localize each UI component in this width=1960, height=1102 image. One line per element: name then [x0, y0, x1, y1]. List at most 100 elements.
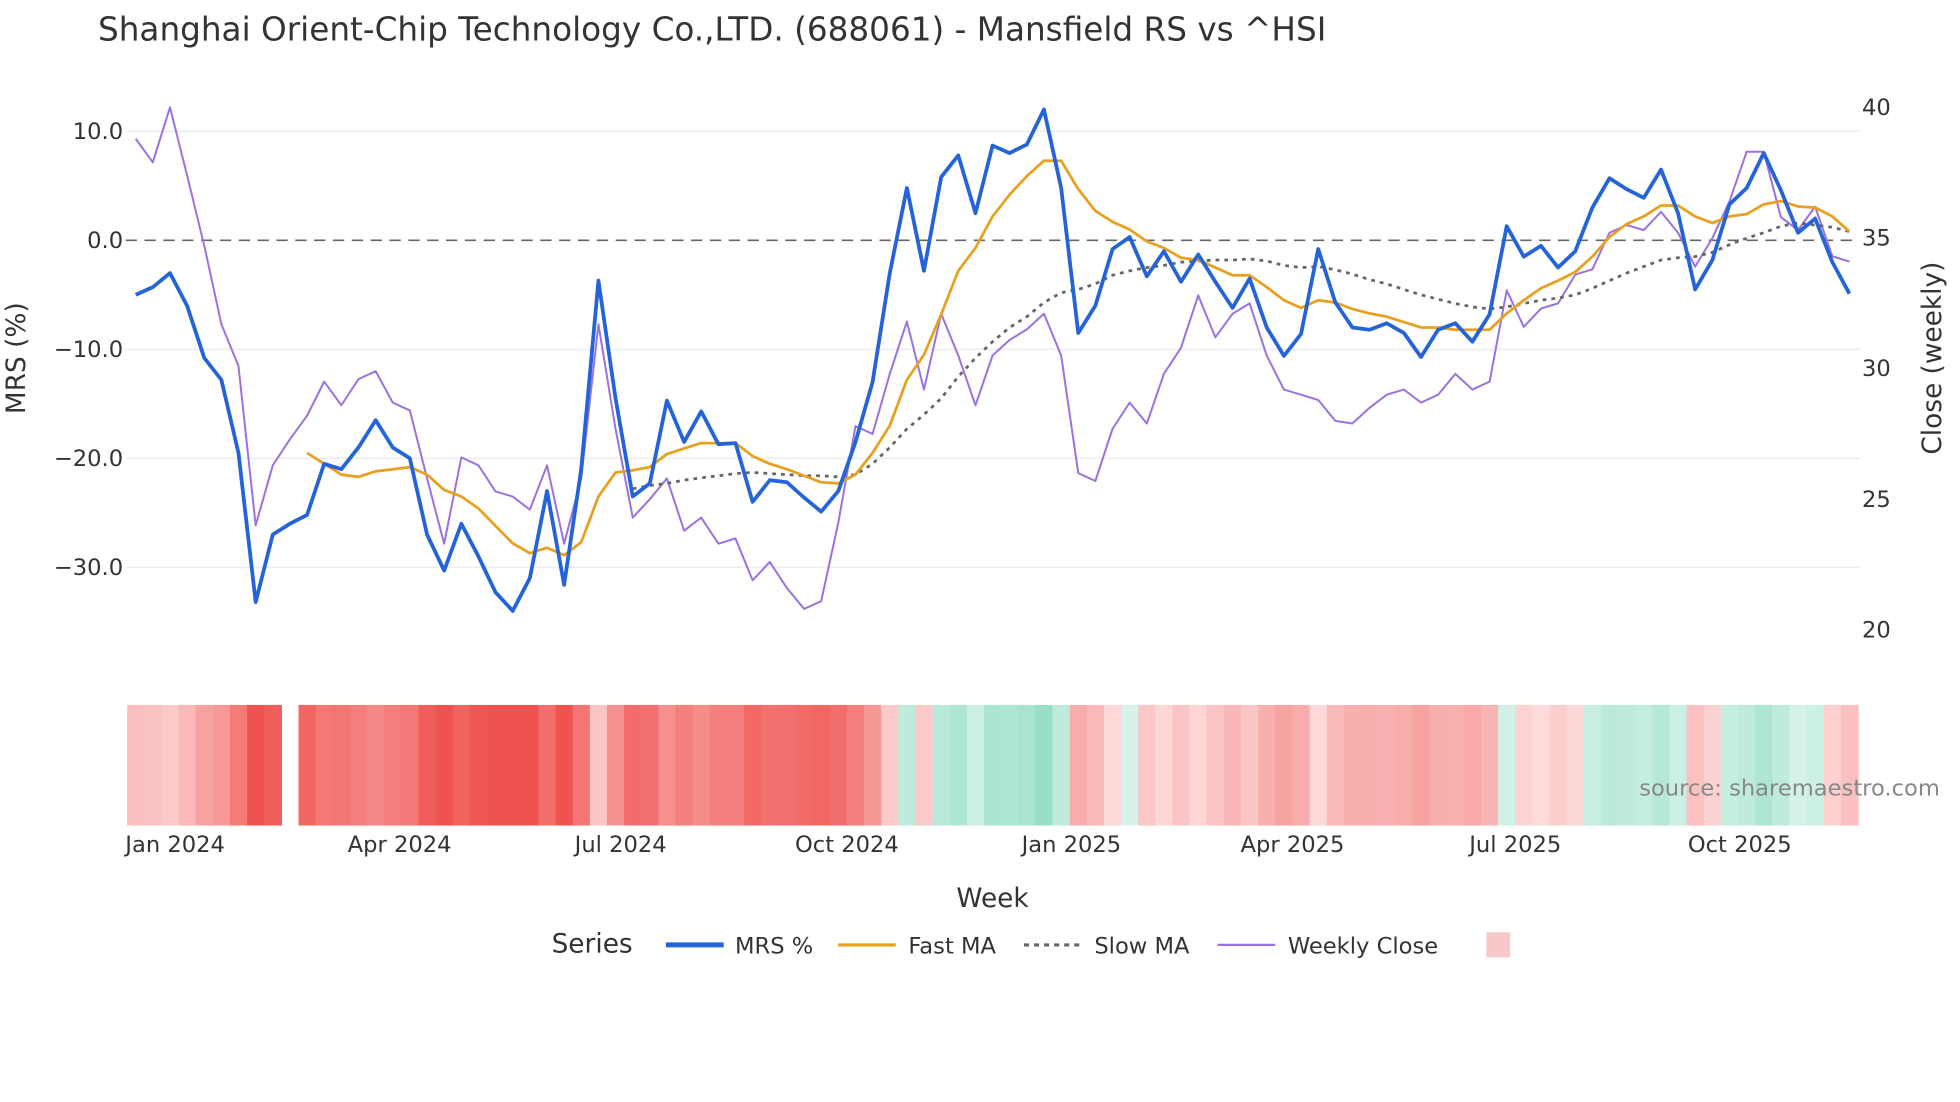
heatmap-cell	[418, 704, 437, 826]
heatmap-cell	[1566, 704, 1585, 826]
heatmap-cell	[589, 704, 608, 826]
legend-title: Series	[552, 929, 633, 959]
heatmap-cell	[1635, 704, 1653, 826]
heatmap-cell	[795, 704, 814, 826]
heatmap-cell	[521, 704, 540, 826]
x-axis-label: Week	[956, 884, 1029, 914]
y2-tick-label: 20	[1862, 617, 1891, 643]
heatmap-cell	[658, 704, 677, 826]
heatmap-cell	[1532, 704, 1551, 826]
heatmap-cell	[469, 704, 488, 826]
heatmap-cell	[624, 704, 642, 826]
heatmap-cell	[1720, 704, 1739, 826]
y2-tick-label: 25	[1862, 487, 1891, 513]
heatmap-cell	[1206, 704, 1225, 826]
heatmap-cell	[229, 704, 248, 826]
x-tick-label: Apr 2024	[348, 832, 452, 858]
heatmap-cell	[144, 704, 163, 826]
y-tick-label: −30.0	[54, 555, 123, 581]
series-lines	[134, 106, 1852, 613]
heatmap-cell	[1652, 704, 1671, 826]
heatmap-cell	[1343, 704, 1362, 826]
x-tick-label: Jul 2024	[573, 832, 667, 858]
heatmap-cell	[1823, 704, 1842, 826]
legend: Series MRS % Fast MA Slow MA Weekly Clos…	[552, 929, 1511, 960]
gridlines	[125, 130, 1860, 568]
heatmap-cell	[332, 704, 351, 826]
x-tick-label: Oct 2025	[1688, 832, 1792, 858]
heatmap-cell	[1669, 704, 1688, 826]
series-line-weekly-close	[134, 106, 1850, 610]
heatmap-cell	[1069, 704, 1088, 826]
legend-item-fast-ma[interactable]: Fast MA	[908, 934, 996, 960]
heatmap-cell	[1121, 704, 1139, 826]
heatmap-cell	[709, 704, 728, 826]
series-line-slow-ma	[632, 221, 1850, 491]
legend-item-slow-ma[interactable]: Slow MA	[1094, 934, 1190, 960]
heatmap-cell	[1789, 704, 1808, 826]
x-tick-label: Jul 2025	[1467, 832, 1561, 858]
y2-tick-label: 40	[1862, 95, 1891, 121]
heatmap-cell	[1498, 704, 1516, 826]
heatmap-cell	[1138, 704, 1156, 826]
heatmap-cell	[572, 704, 591, 826]
y2-tick-label: 35	[1862, 226, 1891, 252]
heatmap-cell	[487, 704, 505, 826]
y2-tick-label: 30	[1862, 356, 1891, 382]
heatmap-cell	[1241, 704, 1259, 826]
legend-swatch-heatmap[interactable]	[1486, 932, 1511, 958]
heatmap-cell	[538, 704, 557, 826]
y-tick-label: −20.0	[54, 446, 123, 472]
heatmap-cell	[1686, 704, 1705, 826]
heatmap-cell	[1738, 704, 1756, 826]
x-tick-label: Jan 2025	[1020, 832, 1122, 858]
heatmap-cell	[898, 704, 917, 826]
heatmap-cell	[1361, 704, 1379, 826]
heatmap-cell	[778, 704, 797, 826]
heatmap-cell	[692, 704, 711, 826]
x-tick-label: Oct 2024	[795, 832, 899, 858]
heatmap-cell	[932, 704, 951, 826]
heatmap-cell	[1378, 704, 1396, 826]
heatmap-cell	[1103, 704, 1122, 826]
heatmap-cell	[1755, 704, 1773, 826]
heatmap-cell	[1480, 704, 1499, 826]
heatmap-cell	[983, 704, 1002, 826]
y-tick-label: −10.0	[54, 337, 123, 363]
heatmap-cell	[1583, 704, 1602, 826]
heatmap-cell	[1412, 704, 1431, 826]
legend-item-mrs[interactable]: MRS %	[735, 934, 813, 960]
heatmap-cell	[846, 704, 865, 826]
legend-item-weekly-close[interactable]: Weekly Close	[1288, 934, 1438, 960]
heatmap-cell	[675, 704, 694, 826]
heatmap-cell	[761, 704, 779, 826]
heatmap-cell	[966, 704, 985, 826]
heatmap-cell	[726, 704, 745, 826]
heatmap-cell	[1618, 704, 1636, 826]
heatmap-cell	[1840, 704, 1859, 826]
heatmap-cell	[1395, 704, 1414, 826]
heatmap-cell	[452, 704, 471, 826]
heatmap-cell	[1429, 704, 1448, 826]
series-line-mrs	[134, 107, 1852, 613]
heatmap-cell	[1086, 704, 1105, 826]
heatmap-cell	[349, 704, 368, 826]
heatmap-cell	[1326, 704, 1345, 826]
heatmap-cell	[1292, 704, 1311, 826]
heatmap-cell	[949, 704, 968, 826]
heatmap-cell	[1035, 704, 1054, 826]
heatmap-cell	[298, 704, 317, 826]
heatmap-cell	[1600, 704, 1619, 826]
x-tick-label: Jan 2024	[123, 832, 225, 858]
heatmap-cell	[1001, 704, 1019, 826]
chart-title: Shanghai Orient-Chip Technology Co.,LTD.…	[98, 10, 1326, 48]
heatmap-cell	[212, 704, 231, 826]
y2-axis-ticks: 40 35 30 25 20	[1862, 95, 1891, 644]
heatmap-cell	[367, 704, 385, 826]
heatmap-cell	[1463, 704, 1482, 826]
heatmap-cell	[1155, 704, 1174, 826]
y-tick-label: 10.0	[73, 119, 123, 145]
heatmap-cell	[744, 704, 762, 826]
heatmap-cell	[1515, 704, 1534, 826]
